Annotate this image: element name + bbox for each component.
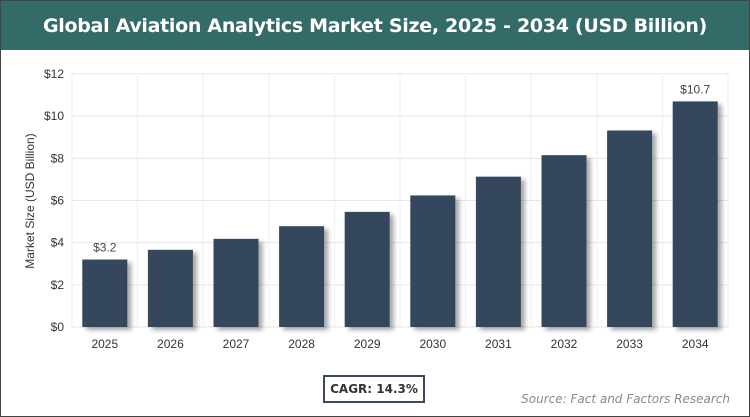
bar [672,101,718,328]
x-tick-label: 2025 [91,337,118,351]
x-tick-label: 2033 [616,337,643,351]
bar [147,249,193,327]
y-tick-label: $10 [44,109,64,123]
y-tick-label: $2 [51,278,65,292]
y-tick-label: $6 [51,194,65,208]
source-note: Source: Fact and Factors Research [521,392,730,406]
bar [82,259,128,327]
cagr-badge: CAGR: 14.3% [323,375,425,403]
bar [410,195,456,327]
y-tick-label: $8 [51,151,65,165]
bar [607,130,653,327]
x-tick-label: 2027 [223,337,250,351]
data-label: $3.2 [93,241,117,255]
y-tick-label: $0 [51,320,65,334]
bar [279,226,325,327]
bar [213,238,259,327]
y-tick-label: $12 [44,67,64,81]
data-label: $10.7 [680,82,710,96]
bar [541,155,587,327]
x-tick-label: 2026 [157,337,184,351]
y-tick-label: $4 [51,236,65,250]
x-tick-label: 2031 [485,337,512,351]
x-tick-label: 2028 [288,337,315,351]
x-tick-label: 2030 [419,337,446,351]
x-tick-label: 2034 [682,337,709,351]
y-axis-label: Market Size (USD Billion) [23,133,37,268]
chart-title: Global Aviation Analytics Market Size, 2… [1,1,749,50]
bar [344,211,390,327]
bar [475,176,521,327]
x-tick-label: 2029 [354,337,381,351]
x-tick-label: 2032 [551,337,578,351]
